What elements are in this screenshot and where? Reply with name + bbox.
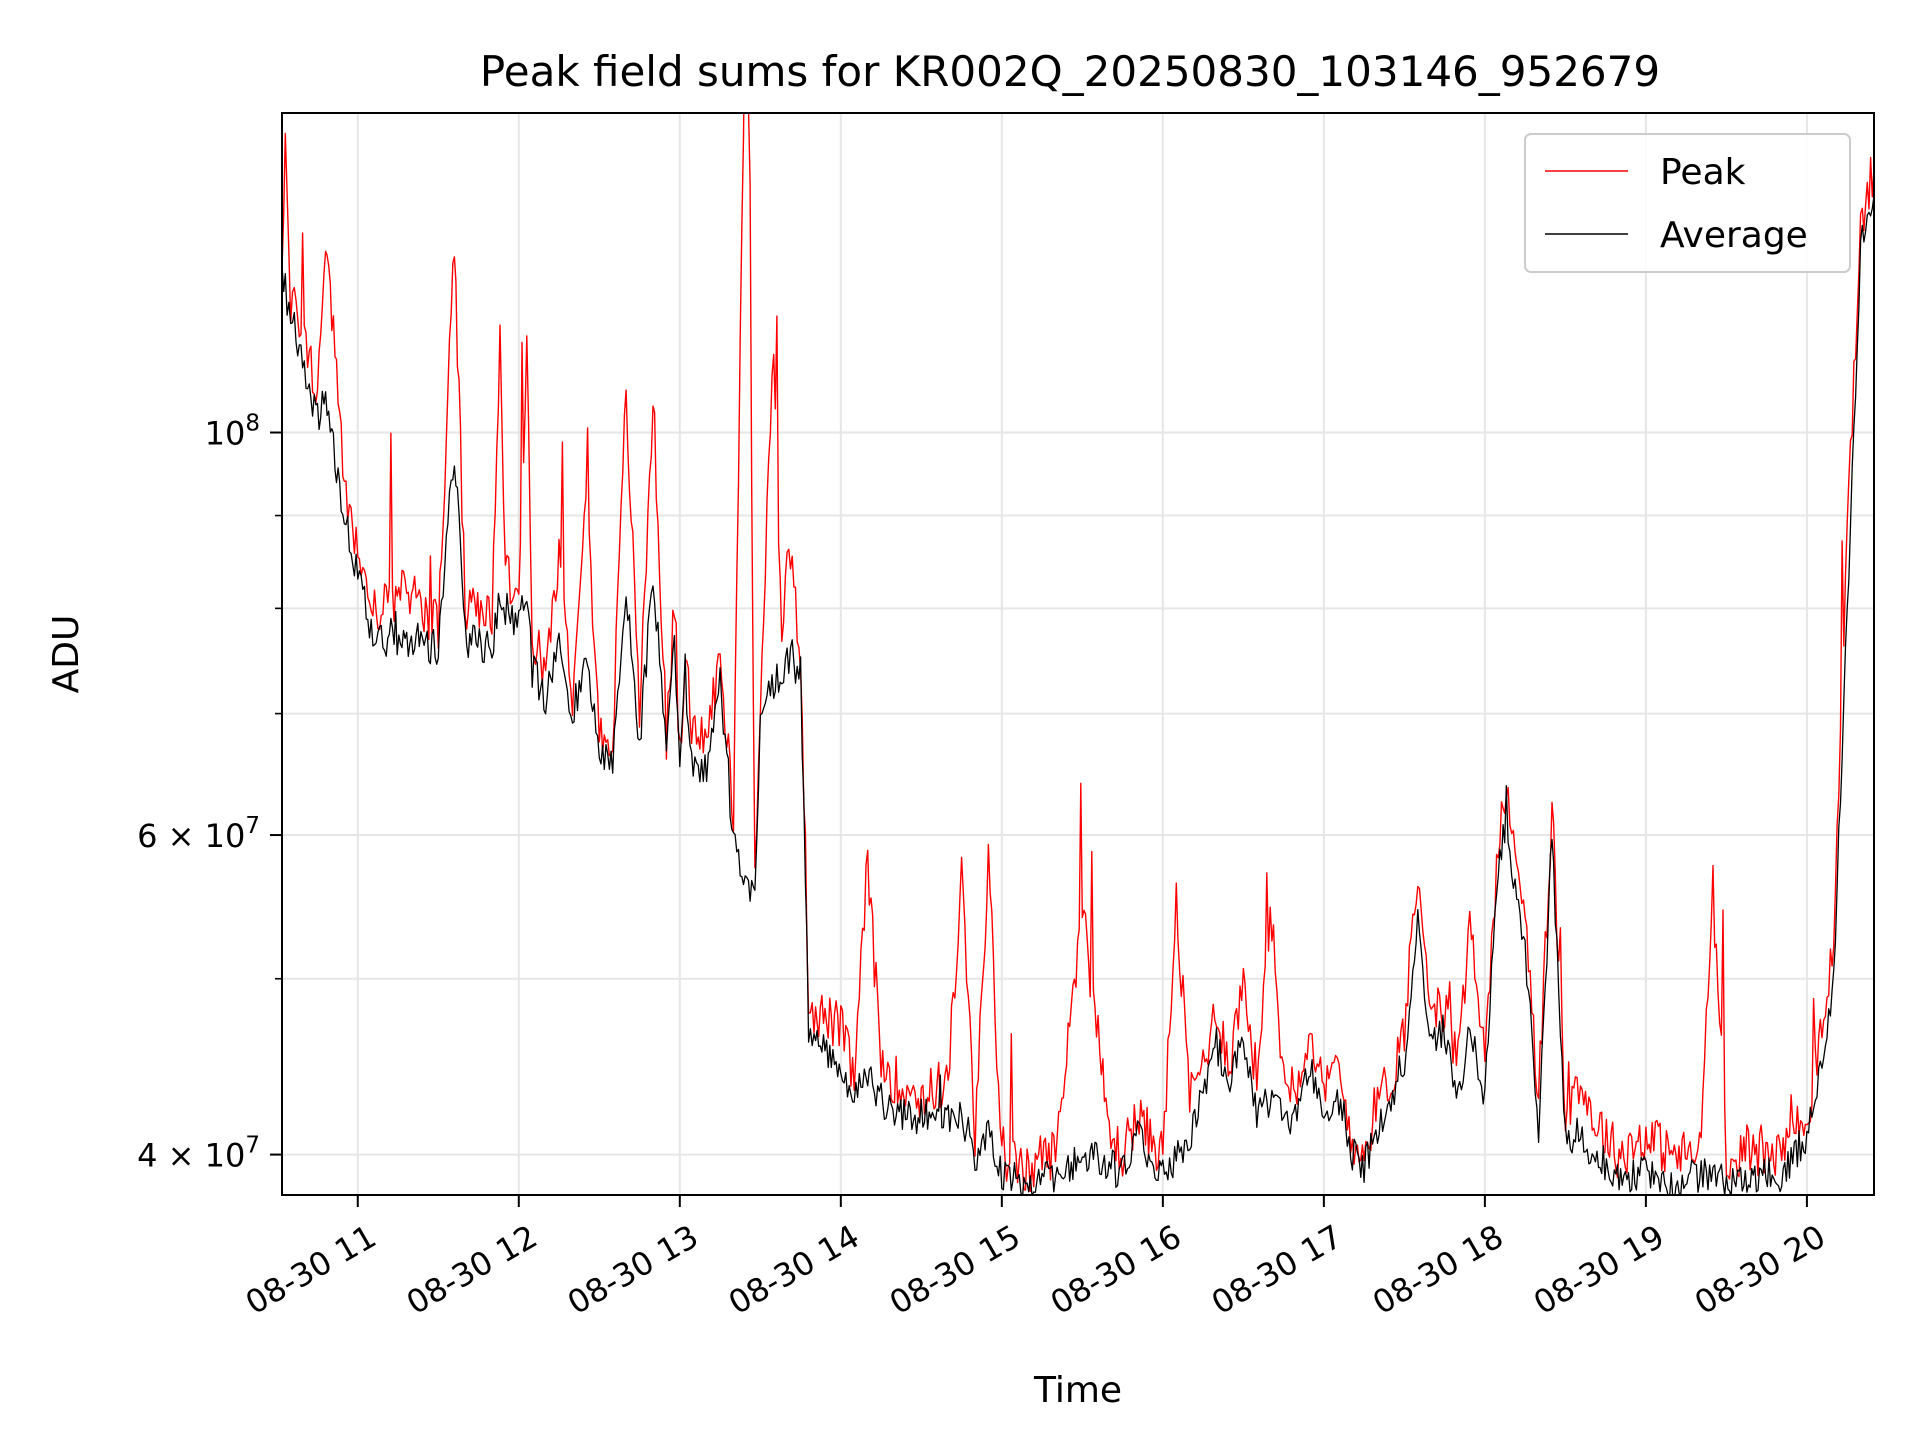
chart-title: Peak field sums for KR002Q_20250830_1031…	[480, 47, 1660, 96]
legend-box	[1524, 133, 1851, 273]
y-axis-label: ADU	[46, 615, 87, 694]
x-axis-label: Time	[1033, 1370, 1122, 1411]
legend-label-average: Average	[1660, 215, 1808, 256]
series-line-average	[282, 195, 1874, 1195]
legend-label-peak: Peak	[1660, 152, 1746, 193]
plot-frame	[281, 112, 1875, 1196]
y-tick-label: 4 × 107	[137, 1133, 260, 1175]
legend: Peak Average	[1524, 133, 1851, 273]
y-axis: 4 × 107 6 × 107 108	[137, 411, 282, 1175]
plot-area	[282, 113, 1874, 1195]
y-tick-label: 6 × 107	[137, 813, 260, 855]
series-layer	[282, 113, 1874, 1195]
series-line-peak	[282, 113, 1874, 1193]
y-tick-label: 108	[205, 411, 260, 453]
